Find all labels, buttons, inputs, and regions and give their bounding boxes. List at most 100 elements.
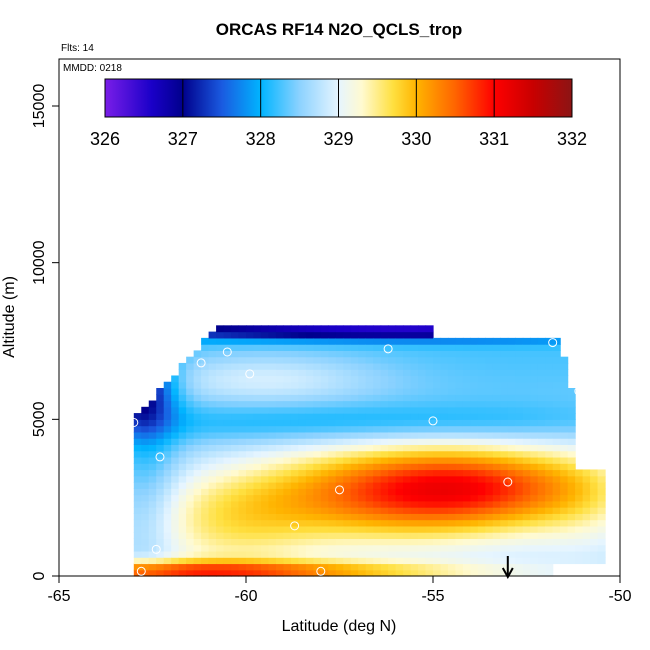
heatmap-cell [545, 438, 554, 445]
heatmap-cell [298, 494, 307, 502]
heatmap-cell [470, 563, 479, 571]
heatmap-cell [395, 532, 404, 539]
heatmap-cell [260, 513, 270, 521]
heatmap-cell [455, 563, 464, 571]
heatmap-cell [298, 563, 307, 571]
heatmap-cell [350, 525, 359, 533]
heatmap-cell [223, 456, 232, 464]
heatmap-cell [440, 513, 449, 521]
heatmap-cell [470, 569, 479, 577]
heatmap-cell [268, 419, 277, 427]
heatmap-cell [388, 463, 397, 471]
heatmap-cell [545, 569, 554, 577]
heatmap-cell [148, 482, 157, 489]
heatmap-cell [186, 375, 195, 383]
heatmap-cell [290, 419, 299, 427]
heatmap-cell [201, 438, 210, 445]
heatmap-cell [178, 563, 187, 571]
heatmap-cell [275, 507, 284, 514]
heatmap-cell [492, 381, 501, 389]
heatmap-cell [275, 500, 284, 508]
heatmap-cell [171, 475, 180, 483]
heatmap-cell [365, 362, 374, 370]
heatmap-cell [148, 563, 157, 571]
heatmap-cell [545, 394, 554, 402]
heatmap-cell [388, 532, 397, 539]
heatmap-cell [246, 550, 255, 558]
heatmap-cell [507, 444, 516, 452]
heatmap-cell [537, 488, 546, 496]
heatmap-cell [178, 375, 187, 383]
heatmap-cell [133, 544, 142, 552]
heatmap-cell [201, 381, 210, 389]
heatmap-cell [163, 413, 172, 420]
heatmap-cell [575, 513, 584, 521]
heatmap-cell [216, 507, 225, 514]
heatmap-cell [462, 337, 471, 345]
heatmap-cell [290, 475, 299, 483]
heatmap-cell [507, 394, 516, 402]
heatmap-cell [545, 350, 554, 358]
heatmap-cell [216, 519, 225, 527]
heatmap-cell [477, 431, 486, 439]
heatmap-cell [470, 419, 479, 427]
heatmap-cell [477, 400, 486, 408]
heatmap-cell [470, 413, 479, 420]
sample-point [222, 347, 232, 357]
heatmap-cell [440, 388, 449, 395]
heatmap-cell [148, 438, 157, 445]
heatmap-cell [582, 544, 591, 552]
heatmap-cell [537, 375, 546, 383]
heatmap-cell [373, 544, 382, 552]
heatmap-cell [373, 381, 382, 389]
y-tick-label: 5000 [31, 401, 48, 437]
heatmap-cell [530, 337, 539, 345]
heatmap-cell [462, 507, 471, 514]
heatmap-cell [365, 538, 374, 546]
heatmap-cell [425, 381, 434, 389]
heatmap-cell [358, 544, 367, 552]
heatmap-cell [178, 463, 187, 471]
heatmap-cell [290, 482, 299, 489]
heatmap-cell [335, 494, 344, 502]
heatmap-cell [380, 550, 389, 558]
heatmap-cell [403, 394, 412, 402]
heatmap-cell [395, 381, 404, 389]
heatmap-cell [231, 350, 240, 358]
heatmap-cell [223, 431, 232, 439]
heatmap-cell [403, 494, 412, 502]
heatmap-cell [373, 337, 382, 345]
heatmap-cell [320, 325, 329, 333]
heatmap-cell [231, 500, 240, 508]
heatmap-cell [290, 494, 299, 502]
heatmap-cell [567, 538, 576, 546]
heatmap-cell [433, 475, 442, 483]
heatmap-cell [328, 362, 337, 370]
heatmap-cell [425, 519, 434, 527]
heatmap-cell [433, 532, 442, 539]
heatmap-cell [552, 400, 561, 408]
heatmap-cell [141, 538, 150, 546]
heatmap-cell [193, 494, 202, 502]
heatmap-cell [507, 463, 516, 471]
heatmap-cell [178, 532, 187, 539]
heatmap-cell [515, 569, 524, 577]
heatmap-cell [305, 544, 314, 552]
heatmap-cell [313, 450, 322, 458]
heatmap-cell [171, 450, 180, 458]
heatmap-cell [328, 488, 337, 496]
heatmap-cell [260, 500, 270, 508]
heatmap-cell [440, 369, 449, 377]
heatmap-cell [477, 519, 486, 527]
heatmap-cell [545, 507, 554, 514]
heatmap-cell [373, 450, 382, 458]
heatmap-cell [358, 344, 367, 351]
heatmap-cell [305, 469, 314, 477]
heatmap-cell [201, 394, 210, 402]
heatmap-cell [283, 513, 292, 521]
heatmap-cell [133, 538, 142, 546]
heatmap-cell [492, 337, 501, 345]
heatmap-cell [231, 331, 240, 339]
heatmap-cell [156, 463, 165, 471]
heatmap-cell [575, 500, 584, 508]
